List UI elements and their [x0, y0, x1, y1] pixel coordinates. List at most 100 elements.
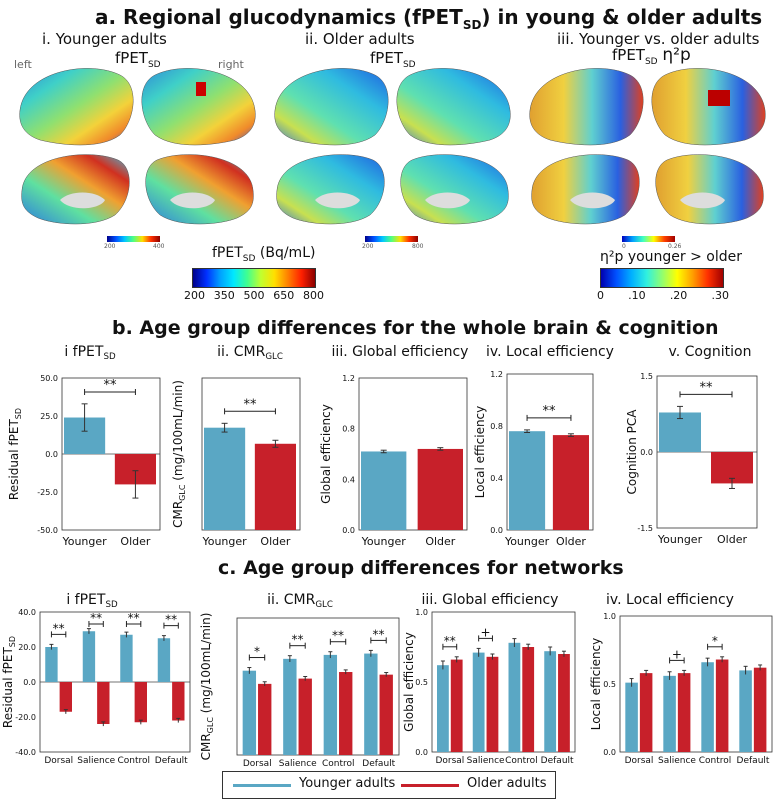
y-tick-label: 50.0: [40, 374, 58, 383]
y-axis-label: Global efficiency: [402, 632, 416, 732]
sig-marker: **: [292, 633, 304, 647]
bar-older: [677, 673, 691, 752]
bar-older: [639, 673, 653, 752]
brain-diff-medial-right: [655, 154, 764, 225]
bar-younger: [364, 653, 378, 755]
bar-older: [298, 678, 312, 755]
brain-older-lateral-right: [396, 68, 511, 146]
y-tick-label: 0.0: [342, 526, 355, 535]
brain-older-medial-left: [276, 154, 385, 225]
bar-older: [715, 659, 729, 752]
bar-older: [172, 682, 185, 721]
chart-title: ii. CMRGLC: [267, 592, 333, 610]
hemisphere-left-label: left: [14, 58, 32, 71]
panel-a-iii-title: iii. Younger vs. older adults: [557, 30, 760, 48]
x-tick-label: Younger: [504, 535, 550, 548]
bar-younger: [82, 631, 96, 682]
x-tick-label: Younger: [61, 535, 107, 548]
bar-younger: [323, 654, 338, 755]
x-tick-label: Default: [362, 759, 395, 769]
x-tick-label: Dorsal: [435, 756, 464, 766]
section-a-title: a. Regional glucodynamics (fPETSD) in yo…: [95, 5, 763, 32]
y-tick-label: -25.0: [37, 488, 58, 497]
sig-marker: **: [165, 613, 177, 627]
bar-older: [379, 674, 393, 755]
brain-young-medial-right: [145, 154, 254, 225]
mini-colorbar-young-min: 200: [104, 243, 116, 250]
x-tick-label: Older: [260, 535, 290, 548]
colorbar-eta-tick: 0: [597, 289, 604, 302]
chart-title: i fPETSD: [66, 592, 118, 610]
sig-marker: **: [332, 629, 344, 643]
mini-colorbar-older-min: 200: [362, 243, 374, 250]
chart-frame: [506, 373, 594, 531]
x-tick-label: Older: [120, 535, 150, 548]
y-axis-label: Cognition PCA: [625, 409, 639, 495]
x-tick-label: Control: [117, 756, 150, 766]
x-tick-label: Older: [556, 535, 586, 548]
hemisphere-right-label: right: [218, 58, 244, 71]
y-axis-label: Local efficiency: [473, 406, 487, 499]
bar-older: [522, 647, 535, 752]
bar-younger: [437, 665, 449, 752]
y-axis-label: CMRGLC (mg/100mL/min): [171, 380, 187, 528]
mini-colorbar-diff: [622, 236, 675, 242]
colorbar-eta-ticks: 0 .10 .20 .30: [597, 289, 729, 302]
bar-younger: [663, 675, 676, 752]
brain-older-medial-right: [400, 154, 509, 225]
bar-younger: [283, 658, 297, 755]
sig-marker: **: [373, 627, 385, 641]
legend-older-label: Older adults: [467, 776, 547, 791]
chart-title: i fPETSD: [64, 344, 116, 362]
panel-a-ii-title: ii. Older adults: [305, 30, 415, 48]
y-tick-label: -1.5: [637, 524, 653, 533]
x-tick-label: Younger: [657, 533, 703, 546]
legend-younger-label: Younger adults: [299, 776, 396, 791]
y-tick-label: -40.0: [15, 748, 36, 757]
y-tick-label: 40.0: [18, 608, 36, 617]
x-tick-label: Salience: [77, 756, 115, 766]
x-tick-label: Default: [155, 756, 188, 766]
brain-older-lateral-left: [274, 68, 389, 146]
x-tick-label: Salience: [658, 756, 696, 766]
y-tick-label: 0.0: [23, 678, 36, 687]
y-tick-label: 0.4: [490, 474, 503, 483]
sig-marker: *: [254, 645, 260, 659]
colorbar-fpet-title: fPETSD (Bq/mL): [212, 245, 316, 264]
bar-younger: [659, 412, 701, 452]
mini-colorbar-older-max: 800: [412, 243, 424, 250]
bar-older: [558, 654, 570, 752]
bar-younger: [544, 651, 557, 752]
y-tick-label: 0.0: [603, 748, 616, 757]
chart-frame: [431, 611, 576, 753]
colorbar-fpet-ticks: 200 350 500 650 800: [184, 289, 324, 302]
x-tick-label: Control: [505, 756, 538, 766]
legend-older-swatch: [401, 784, 459, 787]
bar-older: [97, 682, 110, 724]
bar-younger: [204, 427, 246, 530]
y-tick-label: -50.0: [37, 526, 58, 535]
sig-marker: **: [700, 380, 714, 395]
section-c-title: c. Age group differences for networks: [218, 557, 624, 579]
brain-maps: [19, 68, 766, 225]
colorbar-eta-tick: .30: [711, 289, 729, 302]
y-axis-label: Local efficiency: [589, 638, 603, 731]
mini-colorbar-young-max: 400: [153, 243, 165, 250]
panel-a-ii-metric: fPETSD: [370, 49, 416, 70]
bar-older: [339, 672, 353, 755]
sig-marker: **: [444, 634, 456, 648]
x-tick-label: Older: [717, 533, 747, 546]
colorbar-fpet-tick: 200: [184, 289, 205, 302]
mini-colorbar-diff-min: 0: [622, 243, 626, 250]
bar-younger: [508, 642, 521, 752]
legend: Younger adults Older adults: [222, 771, 556, 799]
x-tick-label: Salience: [279, 759, 317, 769]
mini-colorbar-young: [107, 236, 160, 242]
panel-a-i-metric: fPETSD: [115, 49, 161, 70]
chart-title: iii. Global efficiency: [332, 344, 469, 360]
y-tick-label: -20.0: [15, 713, 36, 722]
mini-colorbar-diff-max: 0.26: [668, 243, 682, 250]
chart-frame: [236, 617, 400, 756]
colorbar-eta-tick: .10: [628, 289, 646, 302]
